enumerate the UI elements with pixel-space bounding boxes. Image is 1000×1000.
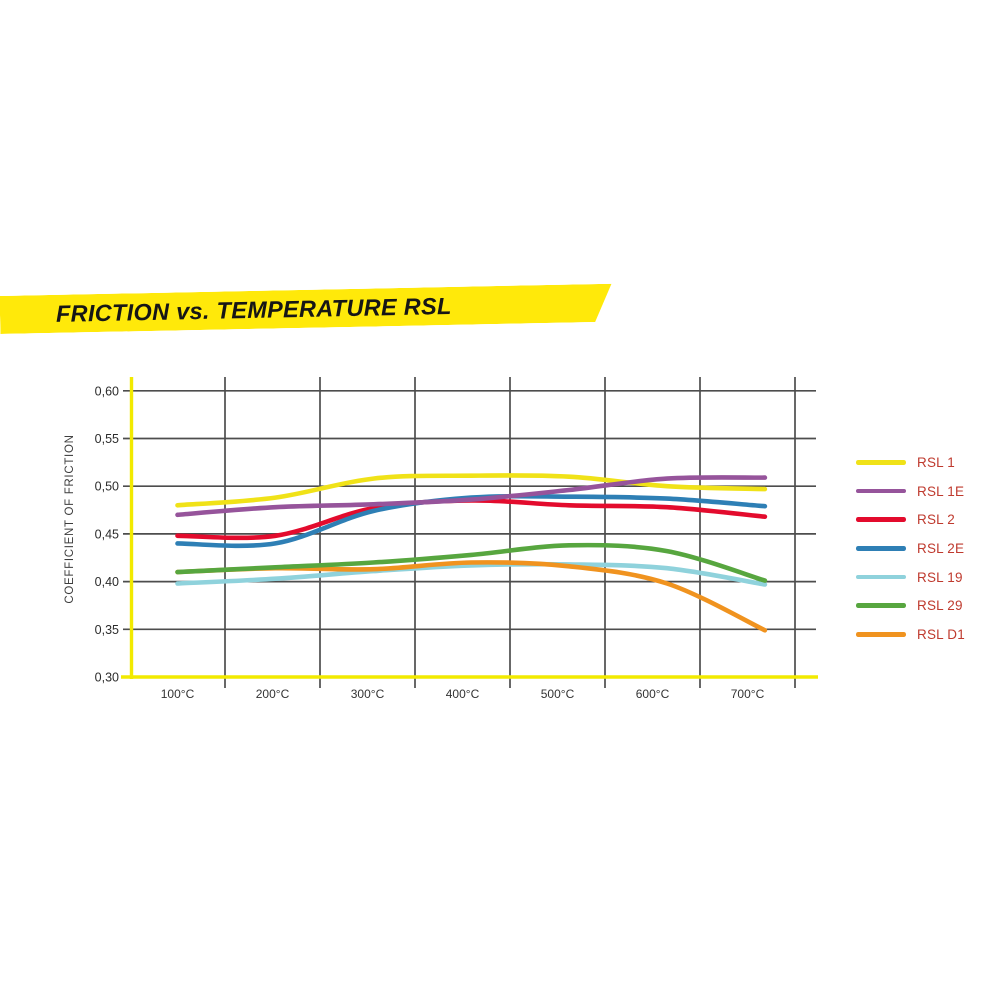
y-tick-label: 0,40	[95, 575, 119, 589]
y-tick-label: 0,55	[95, 432, 119, 446]
legend-item-rsl-1e: RSL 1E	[856, 477, 965, 506]
x-tick-label: 300°C	[351, 687, 385, 701]
legend-swatch	[856, 574, 906, 580]
legend-label: RSL D1	[917, 626, 965, 642]
series-lines	[175, 473, 768, 633]
legend-label: RSL 1	[917, 454, 956, 470]
legend-item-rsl-2e: RSL 2E	[856, 534, 965, 563]
x-tick-label: 100°C	[161, 687, 195, 701]
legend: RSL 1 RSL 1E RSL 2 RSL 2E RSL 19 RSL 29 RSL D1	[856, 448, 965, 649]
y-tick-label: 0,50	[95, 480, 119, 494]
legend-swatch	[856, 546, 906, 551]
series-line-rsl-29	[175, 542, 768, 583]
legend-label: RSL 19	[917, 569, 963, 585]
legend-swatch	[856, 632, 906, 637]
legend-item-rsl-19: RSL 19	[856, 563, 965, 592]
legend-swatch	[856, 603, 906, 609]
series-line-rsl-1e	[175, 475, 768, 518]
y-tick-label: 0,35	[95, 623, 119, 637]
horizontal-gridlines: 0,60 0,55 0,50 0,45 0,40 0,35 0,30	[95, 384, 816, 685]
vertical-gridlines: 100°C 200°C 300°C 400°C 500°C 600°C 700°C	[161, 377, 796, 701]
y-tick-label: 0,60	[95, 384, 119, 398]
legend-swatch	[856, 517, 906, 523]
legend-label: RSL 29	[917, 598, 963, 614]
x-tick-label: 400°C	[446, 687, 480, 701]
legend-label: RSL 2	[917, 512, 956, 528]
y-tick-label: 0,45	[95, 527, 119, 541]
x-tick-label: 600°C	[636, 687, 670, 701]
series-line-rsl-19	[175, 561, 768, 587]
x-tick-label: 500°C	[541, 687, 575, 701]
series-line-rsl-1	[175, 473, 768, 508]
legend-swatch	[856, 488, 906, 494]
legend-item-rsl-29: RSL 29	[856, 591, 965, 620]
legend-item-rsl-2: RSL 2	[856, 505, 965, 534]
y-tick-label: 0,30	[95, 671, 119, 685]
x-tick-label: 700°C	[731, 687, 765, 701]
series-line-rsl-d1	[175, 560, 768, 633]
legend-item-rsl-d1: RSL D1	[856, 620, 965, 649]
legend-item-rsl-1: RSL 1	[856, 448, 965, 477]
legend-label: RSL 2E	[917, 540, 965, 556]
x-tick-label: 200°C	[256, 687, 290, 701]
legend-label: RSL 1E	[917, 483, 965, 499]
legend-swatch	[856, 460, 906, 465]
